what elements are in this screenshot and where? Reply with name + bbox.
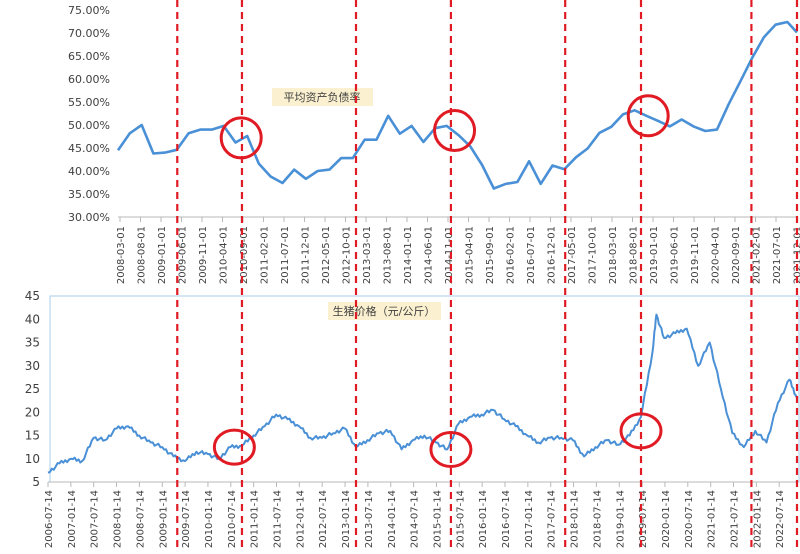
x-tick-label: 2015-04-01 xyxy=(465,226,476,284)
x-tick-label: 2008-08-01 xyxy=(137,226,148,284)
y-tick-label: 70.00% xyxy=(68,27,110,40)
y-tick-label: 10 xyxy=(25,452,40,466)
x-tick-label: 2011-07-14 xyxy=(273,490,284,548)
y-tick-label: 50.00% xyxy=(68,119,110,132)
x-tick-label: 2014-11-01 xyxy=(444,226,455,284)
bottom-chart-frame xyxy=(50,296,799,482)
x-tick-label: 2013-08-01 xyxy=(383,226,394,284)
x-tick-label: 2015-09-01 xyxy=(485,226,496,284)
x-tick-label: 2008-07-14 xyxy=(135,490,146,548)
x-tick-label: 2014-01-14 xyxy=(387,490,398,548)
y-tick-label: 45.00% xyxy=(68,142,110,155)
x-tick-label: 2011-07-01 xyxy=(280,226,291,284)
x-tick-label: 2017-10-01 xyxy=(588,226,599,284)
y-tick-label: 15 xyxy=(25,429,40,443)
x-tick-label: 2019-01-01 xyxy=(649,226,660,284)
x-tick-label: 2013-07-14 xyxy=(364,490,375,548)
x-tick-label: 2009-01-14 xyxy=(158,490,169,548)
x-tick-label: 2011-02-01 xyxy=(260,226,271,284)
y-tick-label: 30 xyxy=(25,359,40,373)
top-chart-title: 平均资产负债率 xyxy=(284,90,361,104)
x-tick-label: 2021-01-14 xyxy=(707,490,718,548)
x-tick-label: 2014-06-01 xyxy=(424,226,435,284)
x-tick-label: 2019-11-01 xyxy=(690,226,701,284)
x-tick-label: 2020-09-01 xyxy=(731,226,742,284)
y-tick-label: 35 xyxy=(25,336,40,350)
x-tick-label: 2018-03-01 xyxy=(608,226,619,284)
x-tick-label: 2010-09-01 xyxy=(239,226,250,284)
x-tick-label: 2018-08-01 xyxy=(629,226,640,284)
x-tick-label: 2022-07-14 xyxy=(775,490,786,548)
x-tick-label: 2014-01-01 xyxy=(403,226,414,284)
x-tick-label: 2020-01-14 xyxy=(661,490,672,548)
y-tick-label: 35.00% xyxy=(68,188,110,201)
x-tick-label: 2017-01-14 xyxy=(524,490,535,548)
x-tick-label: 2016-07-01 xyxy=(526,226,537,284)
x-tick-label: 2017-05-01 xyxy=(567,226,578,284)
y-tick-label: 20 xyxy=(25,405,40,419)
y-tick-label: 45 xyxy=(25,289,40,303)
x-tick-label: 2021-02-01 xyxy=(752,226,763,284)
x-tick-label: 2013-03-01 xyxy=(362,226,373,284)
x-tick-label: 2016-02-01 xyxy=(506,226,517,284)
x-tick-label: 2021-07-01 xyxy=(772,226,783,284)
x-tick-label: 2009-01-01 xyxy=(157,226,168,284)
x-tick-label: 2009-06-01 xyxy=(178,226,189,284)
x-tick-label: 2021-07-14 xyxy=(730,490,741,548)
x-tick-label: 2006-07-14 xyxy=(44,490,55,548)
x-tick-label: 2008-01-14 xyxy=(113,490,124,548)
series-line xyxy=(48,315,797,473)
x-tick-label: 2010-04-01 xyxy=(219,226,230,284)
x-tick-label: 2020-04-01 xyxy=(711,226,722,284)
y-tick-label: 75.00% xyxy=(68,4,110,17)
x-tick-label: 2016-01-14 xyxy=(478,490,489,548)
bottom-chart-title: 生猪价格（元/公斤） xyxy=(333,304,436,318)
y-tick-label: 5 xyxy=(32,475,40,489)
x-tick-label: 2012-10-01 xyxy=(342,226,353,284)
y-tick-label: 55.00% xyxy=(68,96,110,109)
y-tick-label: 40 xyxy=(25,312,40,326)
x-tick-label: 2008-03-01 xyxy=(116,226,127,284)
bottom-chart-hog-price: 生猪价格（元/公斤） 5 10 15 20 25 30 35 40 45 2006-07-14 20… xyxy=(25,289,799,548)
x-tick-label: 2019-01-14 xyxy=(615,490,626,548)
y-tick-label: 25 xyxy=(25,382,40,396)
x-tick-label: 2016-12-01 xyxy=(547,226,558,284)
x-tick-label: 2012-01-14 xyxy=(295,490,306,548)
y-tick-label: 30.00% xyxy=(68,211,110,224)
x-tick-label: 2011-12-01 xyxy=(301,226,312,284)
annotation-circle xyxy=(621,414,661,448)
y-tick-label: 40.00% xyxy=(68,165,110,178)
x-tick-label: 2015-01-14 xyxy=(432,490,443,548)
x-tick-label: 2009-11-01 xyxy=(198,226,209,284)
x-tick-label: 2013-01-14 xyxy=(341,490,352,548)
x-tick-label: 2017-07-14 xyxy=(547,490,558,548)
x-tick-label: 2012-05-01 xyxy=(321,226,332,284)
x-tick-label: 2019-07-14 xyxy=(638,490,649,548)
x-tick-label: 2018-01-14 xyxy=(570,490,581,548)
x-tick-label: 2016-07-14 xyxy=(501,490,512,548)
x-tick-label: 2007-07-14 xyxy=(90,490,101,548)
series-line xyxy=(118,22,797,189)
x-tick-label: 2020-07-14 xyxy=(684,490,695,548)
x-tick-label: 2012-07-14 xyxy=(318,490,329,548)
x-tick-label: 2010-01-14 xyxy=(204,490,215,548)
y-tick-label: 65.00% xyxy=(68,50,110,63)
x-tick-label: 2018-07-14 xyxy=(592,490,603,548)
x-tick-label: 2007-01-14 xyxy=(67,490,78,548)
x-tick-label: 2015-07-14 xyxy=(455,490,466,548)
x-tick-label: 2014-07-14 xyxy=(410,490,421,548)
y-tick-label: 60.00% xyxy=(68,73,110,86)
x-tick-label: 2022-01-14 xyxy=(752,490,763,548)
x-tick-label: 2009-07-14 xyxy=(181,490,192,548)
x-tick-label: 2011-01-14 xyxy=(250,490,261,548)
x-tick-label: 2010-07-14 xyxy=(227,490,238,548)
x-tick-label: 2019-06-01 xyxy=(670,226,681,284)
